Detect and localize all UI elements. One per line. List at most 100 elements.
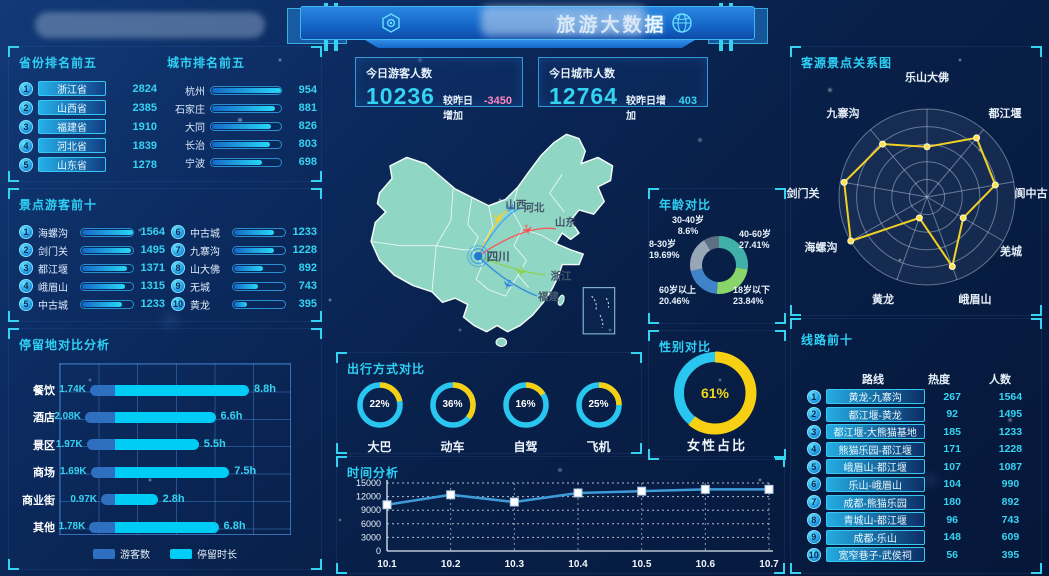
city-bar	[210, 85, 282, 95]
spot-rank-list-right[interactable]: 6 中古城 1233 7 九寨沟 1228 8 山大佛 892 9 无城 743 10 黄龙 395	[171, 225, 317, 315]
panel-title: 时间分析	[347, 466, 400, 480]
travel-pct: 22%	[369, 399, 390, 410]
province-rank-row: 3 福建省 1910	[19, 119, 157, 134]
route-name: 乐山-峨眉山	[825, 476, 925, 492]
svg-text:61%: 61%	[701, 385, 730, 401]
stay-category: 商业街	[22, 494, 55, 507]
province-value: 2824	[132, 82, 157, 95]
route-name: 都江堰-大熊猫基地	[825, 424, 925, 440]
map-province-label: 山西	[506, 198, 528, 211]
route-name: 都江堰-黄龙	[825, 406, 925, 422]
travel-mode-label: 飞机	[586, 440, 611, 454]
hexagon-icon[interactable]	[379, 11, 403, 35]
route-name: 峨眉山-都江堰	[825, 459, 925, 475]
city-rank-list[interactable]: 杭州 954 石家庄 881 大同 826 长治 803 宁波 698	[167, 83, 317, 173]
stay-category: 其他	[33, 522, 55, 534]
spot-bar	[80, 263, 134, 273]
legend-swatch	[170, 548, 192, 559]
svg-text:3000: 3000	[361, 532, 381, 542]
col-header-heat: 热度	[928, 374, 950, 386]
plane-icon: ✈	[518, 222, 535, 237]
panel-corner	[8, 311, 19, 322]
map-origin-label: 四川	[487, 250, 510, 263]
radar-chart[interactable]	[791, 47, 1043, 317]
age-donut-chart[interactable]	[649, 189, 787, 325]
spot-rank-row: 8 山大佛 892	[171, 261, 317, 276]
card-delta-value: -3450	[483, 95, 512, 107]
route-heat: 180	[943, 496, 961, 509]
route-count: 395	[1001, 548, 1020, 561]
rank-badge: 8	[171, 261, 185, 275]
travel-mode-label: 大巴	[367, 440, 392, 454]
route-heat: 96	[946, 513, 959, 526]
spot-rank-list-left[interactable]: 1 海螺沟 1564 2 剑门关 1495 3 都江堰 1371 4 峨眉山 1315 5 中古城 1233	[19, 225, 165, 315]
radar-axis-label: 九寨沟	[826, 108, 860, 120]
rank-badge: 6	[806, 477, 821, 492]
panel-corner	[1031, 563, 1042, 574]
panel-travel-mode: 出行方式对比 22% 大巴 36% 动车 16% 自驾 25% 飞机	[336, 352, 642, 454]
panel-corner	[631, 443, 642, 454]
route-count: 743	[1001, 513, 1020, 526]
panel-corner	[336, 443, 347, 454]
age-slice-label: 8-30岁 19.69%	[649, 239, 680, 260]
time-line-chart[interactable]: 0 3000 6000 9000 12000 15000 10.1 10.2 10.3 10.4 1…	[341, 477, 782, 573]
panel-title: 客源景点关系图	[801, 56, 893, 70]
spot-bar	[232, 245, 286, 255]
spot-name: 无城	[190, 282, 210, 294]
plane-icon: ✈	[512, 265, 529, 279]
svg-text:10.7: 10.7	[759, 559, 779, 570]
spot-name: 都江堰	[38, 264, 68, 276]
panel-title: 城市排名前五	[167, 56, 246, 70]
rank-badge: 8	[806, 512, 821, 527]
stay-duration-value: 2.8h	[162, 492, 185, 505]
stay-bar-chart[interactable]: 1.74K 8.8h 2.08K 6.6h 1.97K 5.5h 1.69K 7.5h 0.97…	[54, 363, 291, 535]
city-bar	[210, 139, 282, 149]
gender-ring-chart[interactable]: 61%	[649, 345, 787, 449]
header: 旅游大数据	[300, 5, 755, 40]
spot-rank-row: 9 无城 743	[171, 279, 317, 294]
stay-duration-value: 5.5h	[203, 437, 226, 450]
china-map[interactable]: ✈ ✈ ✈ ✈ ✈ 山西 河北 山东 浙江 福建 四川	[348, 106, 663, 358]
panel-corner	[336, 352, 347, 363]
radar-axis-label: 乐山大佛	[905, 72, 949, 84]
panel-corner	[648, 449, 659, 460]
panel-corner	[631, 352, 642, 363]
rank-badge: 5	[19, 297, 33, 311]
stay-category: 景区	[33, 439, 55, 452]
stay-category: 酒店	[33, 412, 55, 425]
province-value: 2385	[132, 101, 157, 114]
spot-bar	[232, 263, 286, 273]
panel-corner	[790, 305, 801, 316]
age-slice-label: 30-40岁 8.6%	[671, 215, 705, 236]
route-count: 1564	[998, 390, 1023, 403]
svg-text:9000: 9000	[361, 505, 381, 515]
route-count: 1233	[998, 425, 1023, 438]
province-rank-list[interactable]: 1 浙江省 2824 2 山西省 2385 3 福建省 1910 4 河北省 1839 5 山东省 1278	[19, 81, 157, 176]
spot-name: 海螺沟	[38, 228, 68, 240]
panel-age-comparison: 年龄对比 40-60岁 27.41% 18岁以下 23.84% 60岁以上 20.46% 8…	[648, 188, 786, 324]
spot-rank-row: 7 九寨沟 1228	[171, 243, 317, 258]
routes-table-header: 路线 热度 人数	[791, 371, 1041, 387]
globe-icon[interactable]	[670, 11, 694, 35]
spot-bar	[232, 299, 286, 309]
spot-rank-row: 4 峨眉山 1315	[19, 279, 165, 294]
card-delta-value: 403	[678, 95, 697, 107]
province-value: 1278	[132, 158, 157, 171]
city-name: 石家庄	[175, 104, 205, 116]
spot-bar	[80, 245, 134, 255]
city-value: 826	[298, 120, 317, 132]
spot-value: 1233	[140, 298, 165, 310]
rank-badge: 5	[19, 157, 33, 172]
svg-text:15000: 15000	[356, 478, 381, 488]
stay-visitors-value: 1.69K	[59, 466, 87, 478]
map-province-label: 福建	[537, 290, 559, 303]
travel-rings[interactable]: 22% 大巴 36% 动车 16% 自驾 25% 飞机	[343, 379, 635, 455]
map-province-label: 河北	[523, 201, 545, 214]
spot-rank-row: 5 中古城 1233	[19, 297, 165, 312]
rank-badge: 3	[806, 424, 821, 439]
city-name: 大同	[185, 122, 205, 134]
rank-badge: 6	[171, 225, 185, 239]
stay-visitors-bar	[89, 521, 115, 533]
routes-table-body[interactable]: 1 黄龙-九寨沟 267 1564 2 都江堰-黄龙 92 1495 3 都江堰-大熊猫基地 185…	[791, 389, 1041, 565]
age-slice-label: 40-60岁 27.41%	[739, 229, 772, 250]
